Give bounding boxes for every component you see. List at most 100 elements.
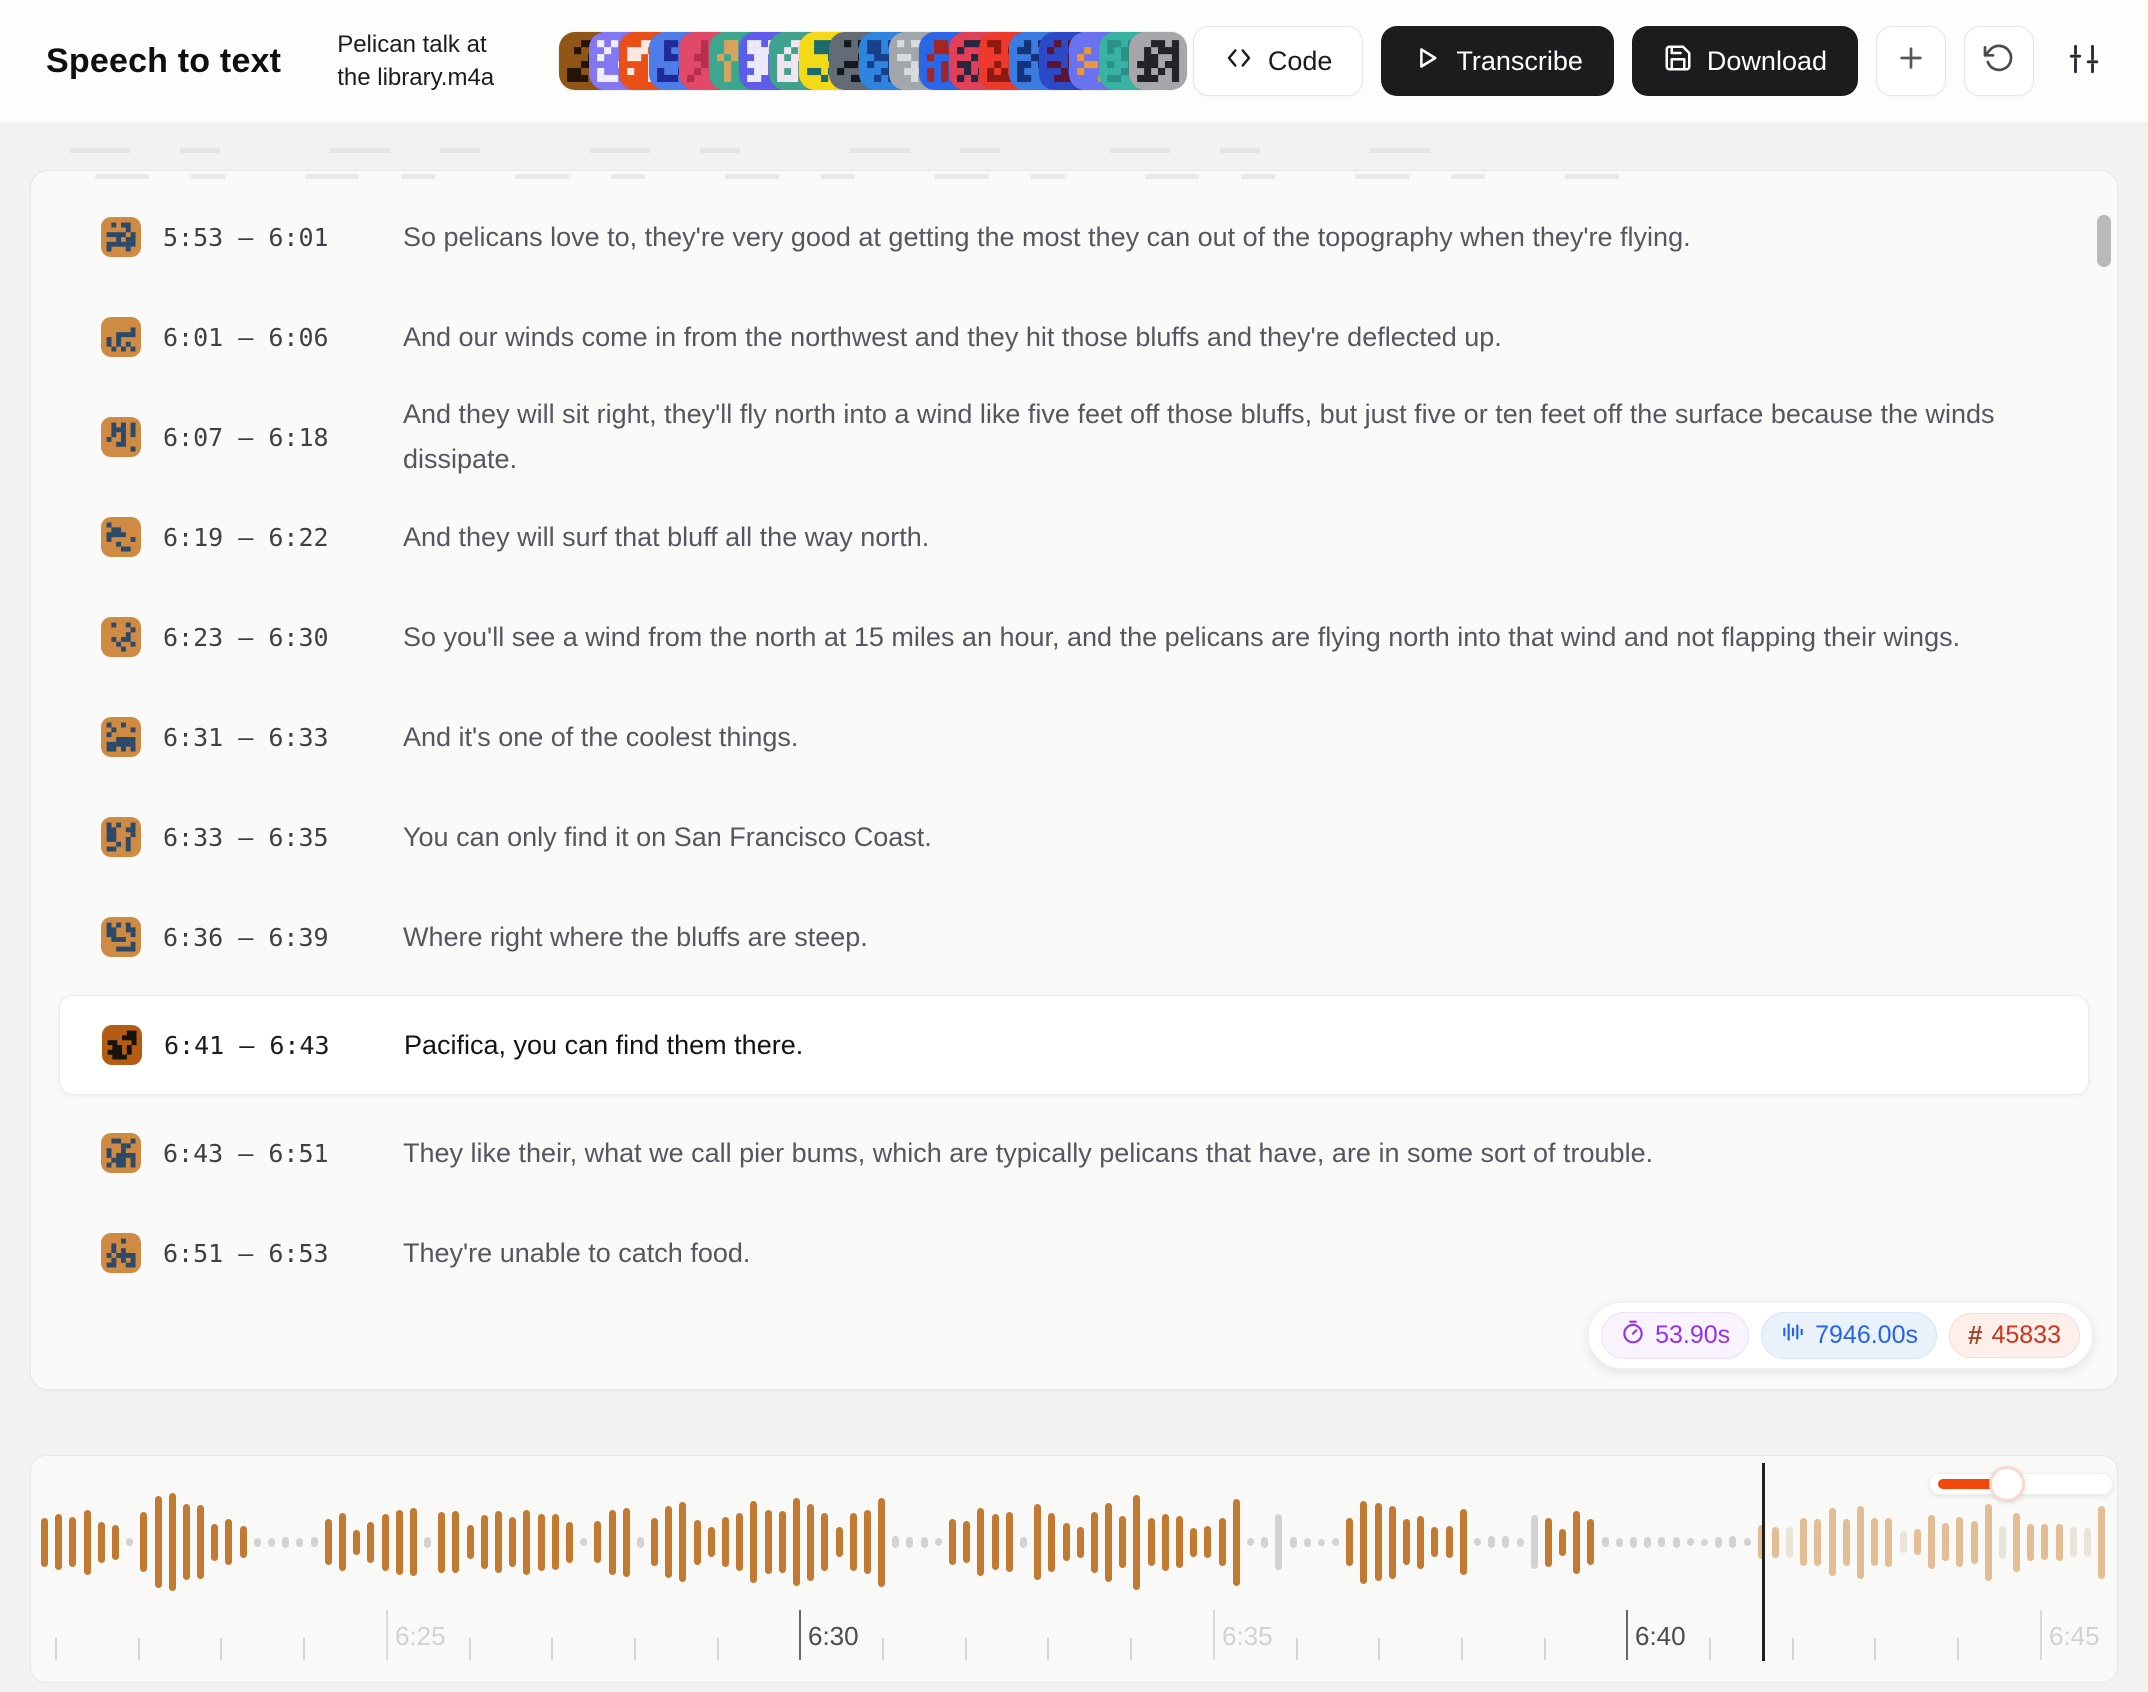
audio-file-name[interactable]: Pelican talk at the library.m4a	[337, 28, 537, 94]
waveform-bar	[1176, 1516, 1183, 1568]
waveform-bar	[778, 1511, 786, 1573]
waveform-bar	[977, 1508, 985, 1576]
waveform-bar	[182, 1504, 190, 1580]
waveform-bar	[537, 1513, 545, 1571]
waveform-bar	[466, 1525, 474, 1559]
ruler-tick	[1130, 1638, 1132, 1660]
transcribe-button[interactable]: Transcribe	[1381, 26, 1614, 96]
waveform-bar	[126, 1538, 134, 1546]
zoom-slider[interactable]	[1929, 1466, 2113, 1502]
waveform-bar	[225, 1519, 233, 1565]
ruler-tick	[1461, 1638, 1463, 1660]
waveform-bar	[424, 1536, 432, 1548]
waveform-bar	[1062, 1523, 1070, 1561]
waveform-bar	[608, 1509, 616, 1575]
waveform-bar	[253, 1537, 261, 1547]
stats-badges: 53.90s 7946.00s # 45833	[1588, 1302, 2093, 1369]
code-button-label: Code	[1267, 45, 1333, 76]
audio-duration-value: 7946.00s	[1815, 1321, 1918, 1349]
waveform-bar	[835, 1527, 843, 1557]
transcript-row[interactable]: 6:23 – 6:30 So you'll see a wind from the…	[31, 587, 2117, 687]
waveform-bar	[551, 1514, 559, 1570]
waveform-panel[interactable]: 6:25 6:30 6:35 6:40 6:45	[30, 1455, 2118, 1683]
segment-timestamps: 5:53 – 6:01	[163, 222, 329, 252]
waveform-bar	[1686, 1538, 1694, 1546]
download-button[interactable]: Download	[1631, 26, 1858, 96]
waveform-bar	[1828, 1508, 1836, 1576]
transcript-row[interactable]: 6:33 – 6:35 You can only find it on San F…	[31, 787, 2117, 887]
ruler-tick	[1874, 1638, 1876, 1660]
waveform-bar	[1218, 1518, 1226, 1566]
waveform-bar	[338, 1513, 346, 1571]
waveform-bar	[1119, 1516, 1127, 1568]
ruler-tick	[386, 1610, 388, 1660]
waveform-bar	[2098, 1505, 2106, 1579]
transcript-row[interactable]: 6:01 – 6:06 And our winds come in from th…	[31, 287, 2117, 387]
waveform-bar	[1998, 1525, 2006, 1559]
segment-text: Pacifica, you can find them there.	[404, 1029, 804, 1060]
ruler-tick	[1544, 1638, 1546, 1660]
token-count-value: 45833	[1991, 1321, 2061, 1349]
audio-file-name-line1: Pelican talk at	[337, 31, 487, 58]
ruler-tick	[1047, 1638, 1049, 1660]
waveform-bar	[1431, 1527, 1439, 1557]
waveform-bar	[239, 1526, 247, 1558]
waveform-bar	[1885, 1517, 1893, 1567]
settings-sliders-button[interactable]	[2052, 26, 2116, 96]
transcript-row[interactable]: 5:53 – 6:01 So pelicans love to, they're …	[31, 187, 2117, 287]
waveform-bar	[1374, 1503, 1382, 1581]
waveform-bar	[1658, 1537, 1666, 1547]
audio-file-name-line2: the library.m4a	[337, 64, 495, 91]
segment-timestamps: 6:01 – 6:06	[163, 322, 329, 352]
ruler-tick	[220, 1638, 222, 1660]
segment-timestamps: 6:41 – 6:43	[164, 1030, 330, 1060]
transcript-row[interactable]: 6:51 – 6:53 They're unable to catch food.	[31, 1203, 2117, 1303]
transcript-row[interactable]: 6:31 – 6:33 And it's one of the coolest t…	[31, 687, 2117, 787]
waveform-bars[interactable]	[41, 1486, 2107, 1598]
segment-timestamps: 6:51 – 6:53	[163, 1238, 329, 1268]
waveform-bar	[1346, 1518, 1354, 1566]
waveform-bar	[310, 1537, 318, 1547]
ruler-time-label: 6:30	[808, 1621, 859, 1651]
waveform-bar	[1587, 1519, 1595, 1565]
waveform-bar	[1956, 1517, 1964, 1567]
waveform-bar	[1105, 1502, 1113, 1582]
ruler-tick	[882, 1638, 884, 1660]
waveform-bar	[438, 1511, 446, 1573]
save-icon	[1663, 43, 1693, 80]
ruler-time-label: 6:40	[1635, 1621, 1686, 1651]
waveform-bar	[1360, 1500, 1368, 1584]
waveform-bar	[509, 1517, 517, 1567]
segment-text: So pelicans love to, they're very good a…	[403, 221, 1691, 252]
waveform-bar	[1275, 1514, 1283, 1570]
waveform-bar	[282, 1536, 290, 1548]
waveform-bar	[1530, 1515, 1538, 1569]
waveform-bar	[594, 1521, 602, 1563]
code-button[interactable]: Code	[1192, 26, 1364, 96]
page-title: Speech to text	[46, 41, 282, 80]
hash-icon: #	[1968, 1320, 1983, 1350]
waveform-bar	[2055, 1523, 2063, 1561]
ruler-tick	[469, 1638, 471, 1660]
transcript-row[interactable]: 6:36 – 6:39 Where right where the bluffs …	[31, 887, 2117, 987]
waveform-bar	[1729, 1536, 1737, 1548]
add-button[interactable]	[1876, 26, 1946, 96]
transcript-row[interactable]: 6:41 – 6:43 Pacifica, you can find them t…	[59, 995, 2089, 1095]
waveform-bar	[963, 1521, 971, 1563]
segment-icon	[101, 817, 141, 857]
zoom-slider-thumb[interactable]	[1989, 1466, 2025, 1502]
waveform-bar	[1786, 1526, 1794, 1558]
model-tile[interactable]	[1129, 32, 1188, 90]
scrollbar-thumb[interactable]	[2097, 215, 2111, 267]
download-button-label: Download	[1706, 45, 1827, 76]
reset-button[interactable]	[1964, 26, 2034, 96]
transcript-row[interactable]: 6:19 – 6:22 And they will surf that bluff…	[31, 487, 2117, 587]
playhead[interactable]	[1762, 1463, 1765, 1661]
waveform-bar	[395, 1509, 403, 1575]
waveform-bar	[69, 1517, 77, 1567]
waveform-bar	[1743, 1538, 1751, 1546]
ruler-tick	[1792, 1638, 1794, 1660]
transcript-row[interactable]: 6:43 – 6:51 They like their, what we call…	[31, 1103, 2117, 1203]
transcript-row[interactable]: 6:07 – 6:18 And they will sit right, they…	[31, 387, 2117, 487]
ruler-tick	[1709, 1638, 1711, 1660]
